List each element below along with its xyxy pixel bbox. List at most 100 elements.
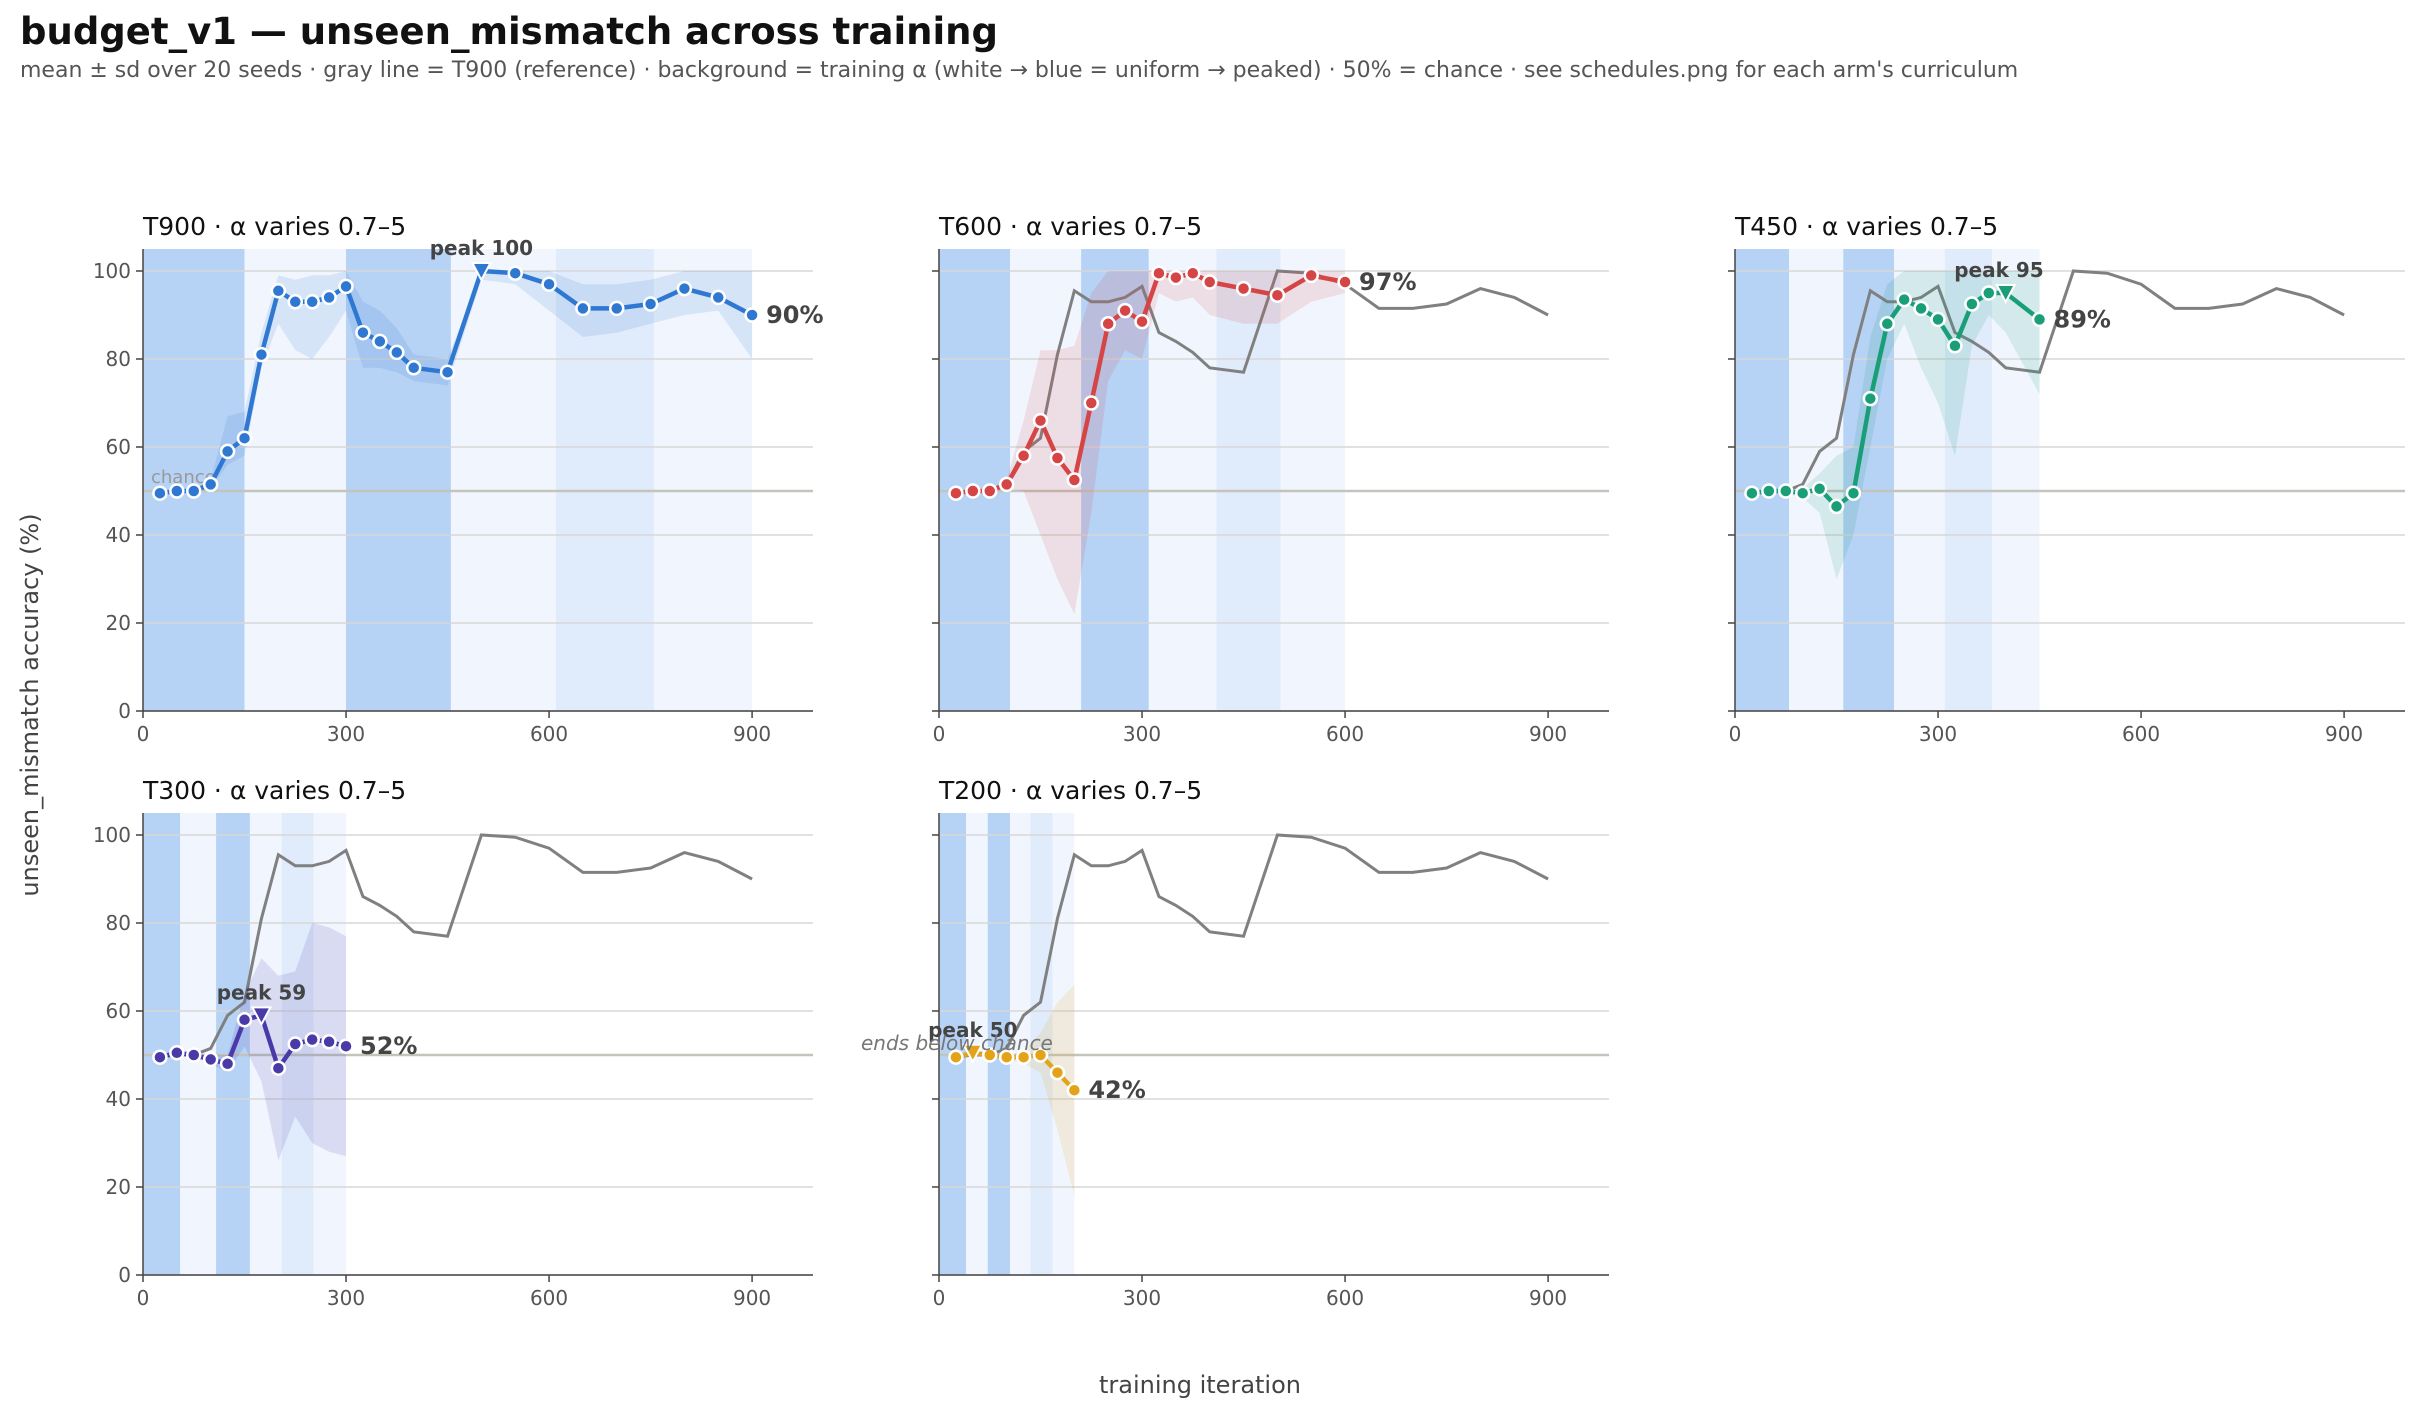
alpha-band — [1148, 249, 1217, 711]
peak-marker — [250, 1006, 273, 1027]
data-point — [1269, 287, 1286, 303]
x-tick-label: 0 — [137, 1286, 150, 1310]
sd-band — [1751, 271, 2040, 579]
alpha-band — [1789, 249, 1844, 711]
data-point — [1862, 390, 1879, 407]
data-point — [1015, 448, 1032, 464]
data-point — [948, 1049, 964, 1065]
y-tick-label: 60 — [106, 435, 131, 459]
panel-title: T900 · α varies 0.7–5 — [142, 212, 406, 241]
data-point — [202, 476, 219, 493]
data-point — [321, 1034, 337, 1050]
panel-title: T300 · α varies 0.7–5 — [142, 776, 406, 805]
data-point — [186, 483, 202, 499]
data-point — [1913, 300, 1929, 317]
x-tick-label: 900 — [733, 1286, 771, 1310]
end-value-label: 42% — [1088, 1076, 1145, 1104]
data-point — [541, 276, 557, 292]
alpha-band — [939, 813, 967, 1275]
x-tick-label: 300 — [1919, 722, 1957, 746]
panel-t300: 0 20 40 60 80 100 0 300 600 900 T300 · α varies 0.… — [93, 776, 813, 1310]
peak-marker — [1995, 284, 2017, 305]
data-point — [1066, 1082, 1083, 1098]
alpha-band — [1010, 813, 1031, 1275]
below-chance-note: ends below chance — [861, 1031, 1053, 1055]
alpha-band — [653, 249, 753, 711]
data-point — [338, 278, 354, 295]
panel-title: T450 · α varies 0.7–5 — [1734, 212, 1998, 241]
data-point — [1879, 316, 1896, 332]
y-tick-label: 80 — [106, 911, 131, 935]
alpha-band — [1735, 249, 1790, 711]
peak-marker — [962, 1043, 984, 1064]
x-tick-label: 300 — [327, 1286, 365, 1310]
data-point — [1828, 498, 1845, 515]
y-tick-label: 0 — [118, 1263, 131, 1287]
alpha-band — [450, 249, 556, 711]
data-point — [575, 300, 591, 317]
x-tick-label: 300 — [1123, 1286, 1161, 1310]
x-tick-label: 600 — [530, 722, 568, 746]
y-tick-label: 60 — [106, 999, 131, 1023]
data-point — [338, 1038, 354, 1054]
y-tick-label: 0 — [118, 699, 131, 723]
alpha-band — [1992, 249, 2040, 711]
data-point — [1744, 485, 1760, 501]
panel-t600: 0 300 600 900 T600 · α varies 0.7–5 97% — [932, 212, 1609, 746]
figure-title: budget_v1 — unseen_mismatch across train… — [20, 10, 998, 53]
data-point — [1303, 267, 1319, 284]
sd-band — [159, 923, 347, 1161]
data-point — [965, 483, 981, 499]
data-point — [676, 280, 693, 297]
peak-label: peak 95 — [1954, 258, 2043, 282]
x-tick-label: 600 — [2122, 722, 2160, 746]
x-tick-label: 900 — [1529, 722, 1567, 746]
y-tick-label: 40 — [106, 523, 131, 547]
alpha-band — [1030, 813, 1053, 1275]
panel-t900: 0 20 40 60 80 100 0 300 600 900 T900 · α varies 0.… — [93, 212, 824, 746]
peak-label: peak 59 — [217, 980, 306, 1004]
sd-band — [159, 271, 753, 496]
data-point — [1168, 269, 1184, 286]
data-point — [998, 476, 1015, 493]
x-tick-label: 0 — [933, 1286, 946, 1310]
figure-subtitle: mean ± sd over 20 seeds · gray line = T9… — [20, 58, 2019, 83]
x-tick-label: 300 — [327, 722, 365, 746]
data-point — [1337, 274, 1353, 290]
data-point — [355, 324, 371, 341]
panel-title: T200 · α varies 0.7–5 — [938, 776, 1202, 805]
x-tick-label: 900 — [1529, 1286, 1567, 1310]
data-point — [270, 1060, 287, 1076]
data-point — [186, 1047, 202, 1063]
y-axis-label: unseen_mismatch accuracy (%) — [16, 513, 44, 896]
x-tick-label: 600 — [1326, 722, 1364, 746]
panel-title: T600 · α varies 0.7–5 — [938, 212, 1202, 241]
data-point — [1134, 313, 1150, 330]
data-point — [152, 485, 168, 501]
data-point — [304, 1031, 320, 1048]
alpha-band — [180, 813, 217, 1275]
y-tick-label: 20 — [106, 611, 131, 635]
data-point — [287, 1036, 304, 1052]
data-point — [1032, 412, 1049, 429]
end-value-label: 97% — [1359, 268, 1416, 296]
data-point — [372, 333, 388, 350]
end-value-label: 90% — [766, 301, 823, 329]
data-point — [1049, 450, 1066, 466]
y-tick-label: 20 — [106, 1175, 131, 1199]
data-point — [169, 1045, 185, 1061]
data-point — [270, 283, 287, 299]
alpha-band — [143, 813, 181, 1275]
x-tick-label: 300 — [1123, 722, 1161, 746]
data-point — [1066, 472, 1083, 488]
peak-label: peak 100 — [430, 236, 533, 260]
x-tick-label: 0 — [1729, 722, 1742, 746]
data-point — [152, 1049, 168, 1065]
data-point — [1964, 296, 1980, 312]
data-point — [219, 1056, 236, 1072]
data-point — [1930, 311, 1946, 328]
data-point — [1794, 485, 1811, 501]
data-point — [219, 443, 236, 460]
peak-marker — [470, 262, 493, 283]
data-point — [948, 485, 964, 501]
